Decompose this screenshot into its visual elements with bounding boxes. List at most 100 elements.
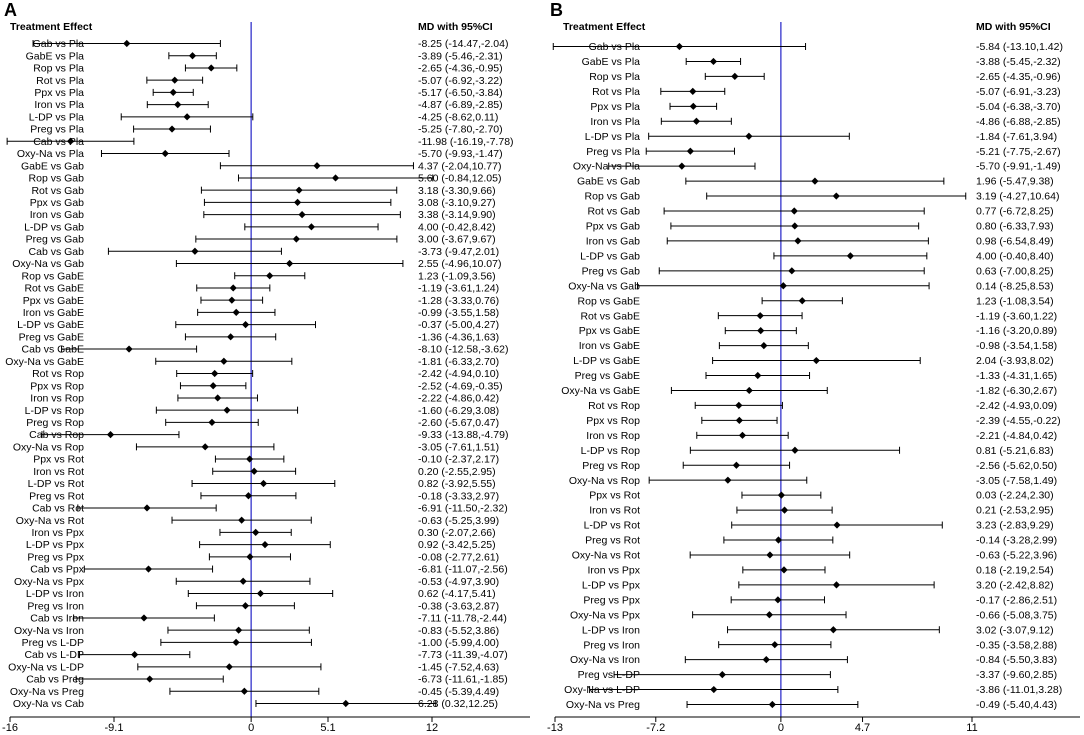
panel-b-point-estimate-marker bbox=[738, 431, 747, 439]
panel-a-point-estimate-marker bbox=[307, 223, 316, 231]
panel-b-row-label: L-DP vs Ppx bbox=[582, 579, 641, 591]
panel-a-row-label: Oxy-Na vs Rot bbox=[16, 515, 84, 527]
panel-a-row-value: -1.81 (-6.33,2.70) bbox=[418, 356, 499, 368]
panel-b-row-value: -1.19 (-3.60,1.22) bbox=[976, 310, 1057, 322]
panel-b-row-value: -3.86 (-11.01,3.28) bbox=[976, 684, 1062, 696]
panel-a-row-label: Cab vs GabE bbox=[22, 344, 84, 356]
panel-b-point-estimate-marker bbox=[732, 461, 740, 469]
panel-a-row-label: Oxy-Na vs Rop bbox=[13, 441, 84, 453]
panel-b-label: B bbox=[550, 0, 563, 20]
panel-b-point-estimate-marker bbox=[745, 386, 753, 395]
panel-b-row-label: Iron vs Ppx bbox=[587, 565, 640, 577]
panel-b-row-value: -5.21 (-7.75,-2.67) bbox=[976, 146, 1061, 158]
panel-a-row-label: Ppx vs Rot bbox=[33, 454, 84, 466]
panel-b-row-value: -1.82 (-6.30,2.67) bbox=[976, 385, 1057, 397]
panel-a-row-value: 1.23 (-1.09,3.56) bbox=[418, 270, 496, 282]
panel-a-point-estimate-marker bbox=[240, 687, 248, 695]
panel-b-row-value: 3.19 (-4.27,10.64) bbox=[976, 191, 1059, 203]
panel-b-row-value: -2.56 (-5.62,0.50) bbox=[976, 460, 1057, 472]
panel-a-row-label: GabE vs Pla bbox=[26, 50, 85, 62]
panel-a-row-value: -0.10 (-2.37,2.17) bbox=[418, 454, 499, 466]
panel-b-row-label: Rot vs GabE bbox=[580, 310, 640, 322]
panel-a-row-label: Rot vs GabE bbox=[24, 283, 84, 295]
panel-b-row-label: Oxy-Na vs Iron bbox=[570, 654, 640, 666]
panel-b-row-value: -0.17 (-2.86,2.51) bbox=[976, 594, 1057, 606]
panel-b-row-value: -0.98 (-3.54,1.58) bbox=[976, 340, 1057, 352]
panel-a-row-label: L-DP vs Rot bbox=[28, 478, 84, 490]
panel-a-row-value: 4.37 (-2.04,10.77) bbox=[418, 160, 501, 172]
panel-a-row-label: Oxy-Na vs Iron bbox=[14, 625, 84, 637]
panel-a-row-label: Ppx vs Gab bbox=[30, 197, 84, 209]
panel-b-point-estimate-marker bbox=[811, 177, 819, 185]
panel-b-row-label: Preg vs Rot bbox=[585, 535, 640, 547]
panel-a-point-estimate-marker bbox=[169, 88, 177, 96]
panel-b-row-value: 0.81 (-5.21,6.83) bbox=[976, 445, 1054, 457]
panel-b-row-value: -0.63 (-5.22,3.96) bbox=[976, 550, 1057, 562]
panel-b-point-estimate-marker bbox=[765, 611, 774, 619]
panel-a-row-value: -1.36 (-4.36,1.63) bbox=[418, 331, 499, 343]
panel-b-point-estimate-marker bbox=[791, 222, 799, 230]
panel-b-row-value: -1.33 (-4.31,1.65) bbox=[976, 370, 1057, 382]
panel-a-point-estimate-marker bbox=[261, 541, 269, 549]
panel-b-row-value: -2.65 (-4.35,-0.96) bbox=[976, 71, 1061, 83]
panel-a-point-estimate-marker bbox=[211, 369, 219, 378]
panel-a-point-estimate-marker bbox=[201, 443, 209, 451]
panel-a-row-value: 0.30 (-2.07,2.66) bbox=[418, 527, 496, 539]
panel-a-row-label: Preg vs GabE bbox=[19, 331, 84, 343]
panel-b-point-estimate-marker bbox=[777, 491, 785, 499]
panel-a-point-estimate-marker bbox=[244, 492, 253, 500]
panel-a-point-estimate-marker bbox=[227, 333, 235, 341]
panel-a-point-estimate-marker bbox=[266, 272, 274, 280]
panel-b-row-label: Gab vs Pla bbox=[589, 41, 641, 53]
panel-b-point-estimate-marker bbox=[774, 536, 783, 544]
panel-a-point-estimate-marker bbox=[131, 651, 139, 659]
panel-a-row-value: -8.10 (-12.58,-3.62) bbox=[418, 344, 508, 356]
panel-a-row-value: -0.08 (-2.77,2.61) bbox=[418, 551, 499, 563]
panel-b-row-label: Oxy-Na vs Ppx bbox=[570, 609, 641, 621]
panel-b-x-tick-label: -7.2 bbox=[646, 722, 665, 734]
panel-a-point-estimate-marker bbox=[235, 626, 243, 634]
panel-a-x-tick-label: 5.1 bbox=[320, 722, 335, 734]
panel-b-row-label: Iron vs GabE bbox=[579, 340, 640, 352]
panel-b-row-value: 0.21 (-2.53,2.95) bbox=[976, 505, 1054, 517]
panel-a-row-label: Preg vs Ppx bbox=[27, 551, 84, 563]
panel-a-point-estimate-marker bbox=[250, 467, 258, 475]
panel-b-row-label: Rop vs GabE bbox=[578, 295, 640, 307]
panel-a-row-label: L-DP vs Ppx bbox=[26, 539, 85, 551]
panel-b-row-value: -2.39 (-4.55,-0.22) bbox=[976, 415, 1061, 427]
panel-a-row-label: Cab vs Preg bbox=[26, 674, 84, 686]
panel-a-row-label: Rot vs Rop bbox=[32, 368, 84, 380]
panel-b-point-estimate-marker bbox=[689, 102, 697, 110]
panel-b-row-label: Ppx vs Rot bbox=[589, 490, 640, 502]
panel-b-row-label: Oxy-Na vs Preg bbox=[566, 699, 640, 711]
panel-a-row-value: 3.00 (-3.67,9.67) bbox=[418, 234, 496, 246]
panel-b-row-label: Ppx vs Pla bbox=[590, 101, 640, 113]
panel-b-x-tick-label: 0 bbox=[778, 722, 784, 734]
panel-b-point-estimate-marker bbox=[686, 147, 694, 155]
panel-b-row-label: Rop vs Gab bbox=[585, 191, 641, 203]
panel-a-row-label: L-DP vs Gab bbox=[24, 221, 84, 233]
panel-a-point-estimate-marker bbox=[208, 418, 216, 426]
panel-a-x-tick-label: 0 bbox=[248, 722, 254, 734]
panel-a-row-label: Cab vs Pla bbox=[33, 136, 84, 148]
panel-a-row-value: -6.81 (-11.07,-2.56) bbox=[418, 564, 508, 576]
panel-a-point-estimate-marker bbox=[259, 479, 268, 488]
panel-a-point-estimate-marker bbox=[241, 321, 250, 329]
panel-a-row-value: -2.65 (-4.36,-0.95) bbox=[418, 63, 503, 75]
panel-b-row-value: -0.84 (-5.50,3.83) bbox=[976, 654, 1057, 666]
panel-a-row-label: Oxy-Na vs Preg bbox=[10, 686, 84, 698]
panel-a-row-label: Rop vs GabE bbox=[22, 270, 84, 282]
panel-a-point-estimate-marker bbox=[313, 162, 321, 170]
panel-b-point-estimate-marker bbox=[791, 446, 799, 454]
panel-a-row-value: -1.28 (-3.33,0.76) bbox=[418, 295, 499, 307]
panel-a-row-label: Preg vs Pla bbox=[30, 124, 84, 136]
panel-b-point-estimate-marker bbox=[689, 87, 697, 95]
panel-b-row-label: L-DP vs GabE bbox=[573, 355, 640, 367]
panel-b-row-label: Rot vs Rop bbox=[588, 400, 640, 412]
panel-a-point-estimate-marker bbox=[140, 614, 148, 622]
panel-b-left-header: Treatment Effect bbox=[563, 21, 646, 33]
panel-a-row-value: 2.55 (-4.96,10.07) bbox=[418, 258, 501, 270]
panel-a-row-value: -0.18 (-3.33,2.97) bbox=[418, 490, 499, 502]
panel-a-row-value: -1.45 (-7.52,4.63) bbox=[418, 661, 499, 673]
panel-b-point-estimate-marker bbox=[780, 506, 789, 514]
